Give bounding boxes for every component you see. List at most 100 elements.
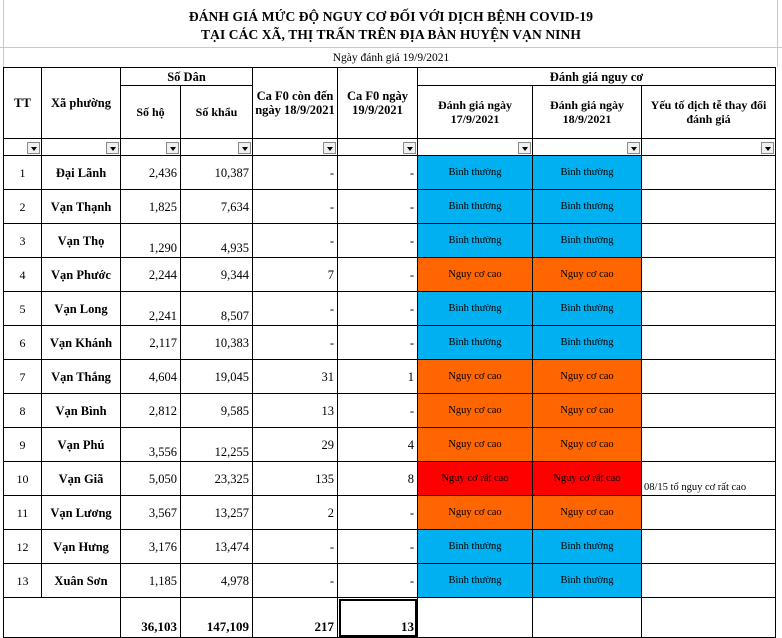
row-ward-name[interactable]: Vạn Thọ: [41, 223, 121, 258]
row-ward-name[interactable]: Vạn Giã: [41, 461, 121, 496]
row-households[interactable]: 2,244: [120, 257, 181, 292]
row-ward-name[interactable]: Vạn Thắng: [41, 359, 121, 394]
row-factors-note[interactable]: 08/15 tổ nguy cơ rất cao: [641, 461, 776, 496]
row-persons[interactable]: 4,935: [180, 223, 253, 258]
total-persons[interactable]: 147,109: [180, 597, 253, 638]
row-factors-note[interactable]: [641, 257, 776, 292]
row-risk-17[interactable]: Bình thường: [417, 325, 533, 360]
filter-dropdown-icon[interactable]: [403, 142, 416, 154]
row-ward-name[interactable]: Vạn Phước: [41, 257, 121, 292]
row-tt[interactable]: 3: [3, 223, 42, 258]
row-factors-note[interactable]: [641, 155, 776, 190]
row-tt[interactable]: 13: [3, 563, 42, 598]
row-f0-day[interactable]: -: [337, 223, 418, 258]
row-persons[interactable]: 13,257: [180, 495, 253, 530]
filter-dropdown-icon[interactable]: [518, 142, 531, 154]
row-risk-18[interactable]: Bình thường: [532, 189, 642, 224]
row-f0-day[interactable]: -: [337, 325, 418, 360]
row-risk-18[interactable]: Nguy cơ cao: [532, 393, 642, 428]
row-risk-17[interactable]: Nguy cơ cao: [417, 359, 533, 394]
row-risk-17[interactable]: Bình thường: [417, 155, 533, 190]
row-ward-name[interactable]: Vạn Khánh: [41, 325, 121, 360]
row-f0-day[interactable]: -: [337, 257, 418, 292]
row-ward-name[interactable]: Vạn Lương: [41, 495, 121, 530]
row-risk-17[interactable]: Bình thường: [417, 563, 533, 598]
row-households[interactable]: 5,050: [120, 461, 181, 496]
total-empty-cell[interactable]: [641, 597, 776, 638]
row-f0-remaining[interactable]: -: [252, 563, 338, 598]
row-tt[interactable]: 1: [3, 155, 42, 190]
row-ward-name[interactable]: Vạn Bình: [41, 393, 121, 428]
row-risk-17[interactable]: Nguy cơ cao: [417, 393, 533, 428]
row-persons[interactable]: 13,474: [180, 529, 253, 564]
filter-dropdown-icon[interactable]: [238, 142, 251, 154]
row-risk-18[interactable]: Bình thường: [532, 223, 642, 258]
row-f0-day[interactable]: -: [337, 563, 418, 598]
row-households[interactable]: 1,290: [120, 223, 181, 258]
row-ward-name[interactable]: Vạn Long: [41, 291, 121, 326]
row-f0-remaining[interactable]: -: [252, 223, 338, 258]
row-f0-day[interactable]: 1: [337, 359, 418, 394]
row-factors-note[interactable]: [641, 291, 776, 326]
row-f0-day[interactable]: -: [337, 495, 418, 530]
row-persons[interactable]: 19,045: [180, 359, 253, 394]
row-f0-day[interactable]: -: [337, 155, 418, 190]
total-empty-cell[interactable]: [532, 597, 642, 638]
row-risk-18[interactable]: Nguy cơ cao: [532, 359, 642, 394]
row-risk-18[interactable]: Nguy cơ rất cao: [532, 461, 642, 496]
row-persons[interactable]: 9,344: [180, 257, 253, 292]
filter-dropdown-icon[interactable]: [627, 142, 640, 154]
row-households[interactable]: 2,436: [120, 155, 181, 190]
row-f0-day[interactable]: 8: [337, 461, 418, 496]
row-factors-note[interactable]: [641, 189, 776, 224]
row-f0-remaining[interactable]: -: [252, 325, 338, 360]
row-persons[interactable]: 4,978: [180, 563, 253, 598]
row-risk-18[interactable]: Bình thường: [532, 291, 642, 326]
row-tt[interactable]: 2: [3, 189, 42, 224]
row-persons[interactable]: 9,585: [180, 393, 253, 428]
row-tt[interactable]: 12: [3, 529, 42, 564]
row-risk-17[interactable]: Bình thường: [417, 189, 533, 224]
row-risk-18[interactable]: Nguy cơ cao: [532, 257, 642, 292]
row-f0-remaining[interactable]: 2: [252, 495, 338, 530]
row-risk-17[interactable]: Nguy cơ cao: [417, 257, 533, 292]
row-households[interactable]: 2,812: [120, 393, 181, 428]
filter-dropdown-icon[interactable]: [323, 142, 336, 154]
row-ward-name[interactable]: Xuân Sơn: [41, 563, 121, 598]
row-tt[interactable]: 11: [3, 495, 42, 530]
row-risk-18[interactable]: Bình thường: [532, 155, 642, 190]
row-factors-note[interactable]: [641, 325, 776, 360]
row-factors-note[interactable]: [641, 427, 776, 462]
row-risk-17[interactable]: Nguy cơ cao: [417, 495, 533, 530]
row-ward-name[interactable]: Vạn Thạnh: [41, 189, 121, 224]
filter-dropdown-icon[interactable]: [166, 142, 179, 154]
total-f0-day[interactable]: 13: [337, 597, 418, 638]
row-f0-remaining[interactable]: 31: [252, 359, 338, 394]
row-tt[interactable]: 7: [3, 359, 42, 394]
total-households[interactable]: 36,103: [120, 597, 181, 638]
filter-dropdown-icon[interactable]: [761, 142, 774, 154]
row-ward-name[interactable]: Vạn Hưng: [41, 529, 121, 564]
row-risk-17[interactable]: Nguy cơ cao: [417, 427, 533, 462]
row-factors-note[interactable]: [641, 529, 776, 564]
total-label-cell[interactable]: [3, 597, 121, 638]
row-ward-name[interactable]: Vạn Phú: [41, 427, 121, 462]
filter-dropdown-icon[interactable]: [106, 142, 119, 154]
filter-dropdown-icon[interactable]: [27, 142, 40, 154]
row-f0-remaining[interactable]: 13: [252, 393, 338, 428]
row-f0-remaining[interactable]: 29: [252, 427, 338, 462]
row-risk-18[interactable]: Bình thường: [532, 563, 642, 598]
row-persons[interactable]: 10,387: [180, 155, 253, 190]
row-tt[interactable]: 10: [3, 461, 42, 496]
row-households[interactable]: 2,117: [120, 325, 181, 360]
row-tt[interactable]: 5: [3, 291, 42, 326]
row-risk-18[interactable]: Bình thường: [532, 529, 642, 564]
row-f0-remaining[interactable]: 135: [252, 461, 338, 496]
row-risk-17[interactable]: Nguy cơ rất cao: [417, 461, 533, 496]
total-f0-remaining[interactable]: 217: [252, 597, 338, 638]
row-households[interactable]: 1,825: [120, 189, 181, 224]
row-persons[interactable]: 10,383: [180, 325, 253, 360]
row-f0-day[interactable]: -: [337, 189, 418, 224]
row-tt[interactable]: 6: [3, 325, 42, 360]
row-risk-17[interactable]: Bình thường: [417, 291, 533, 326]
